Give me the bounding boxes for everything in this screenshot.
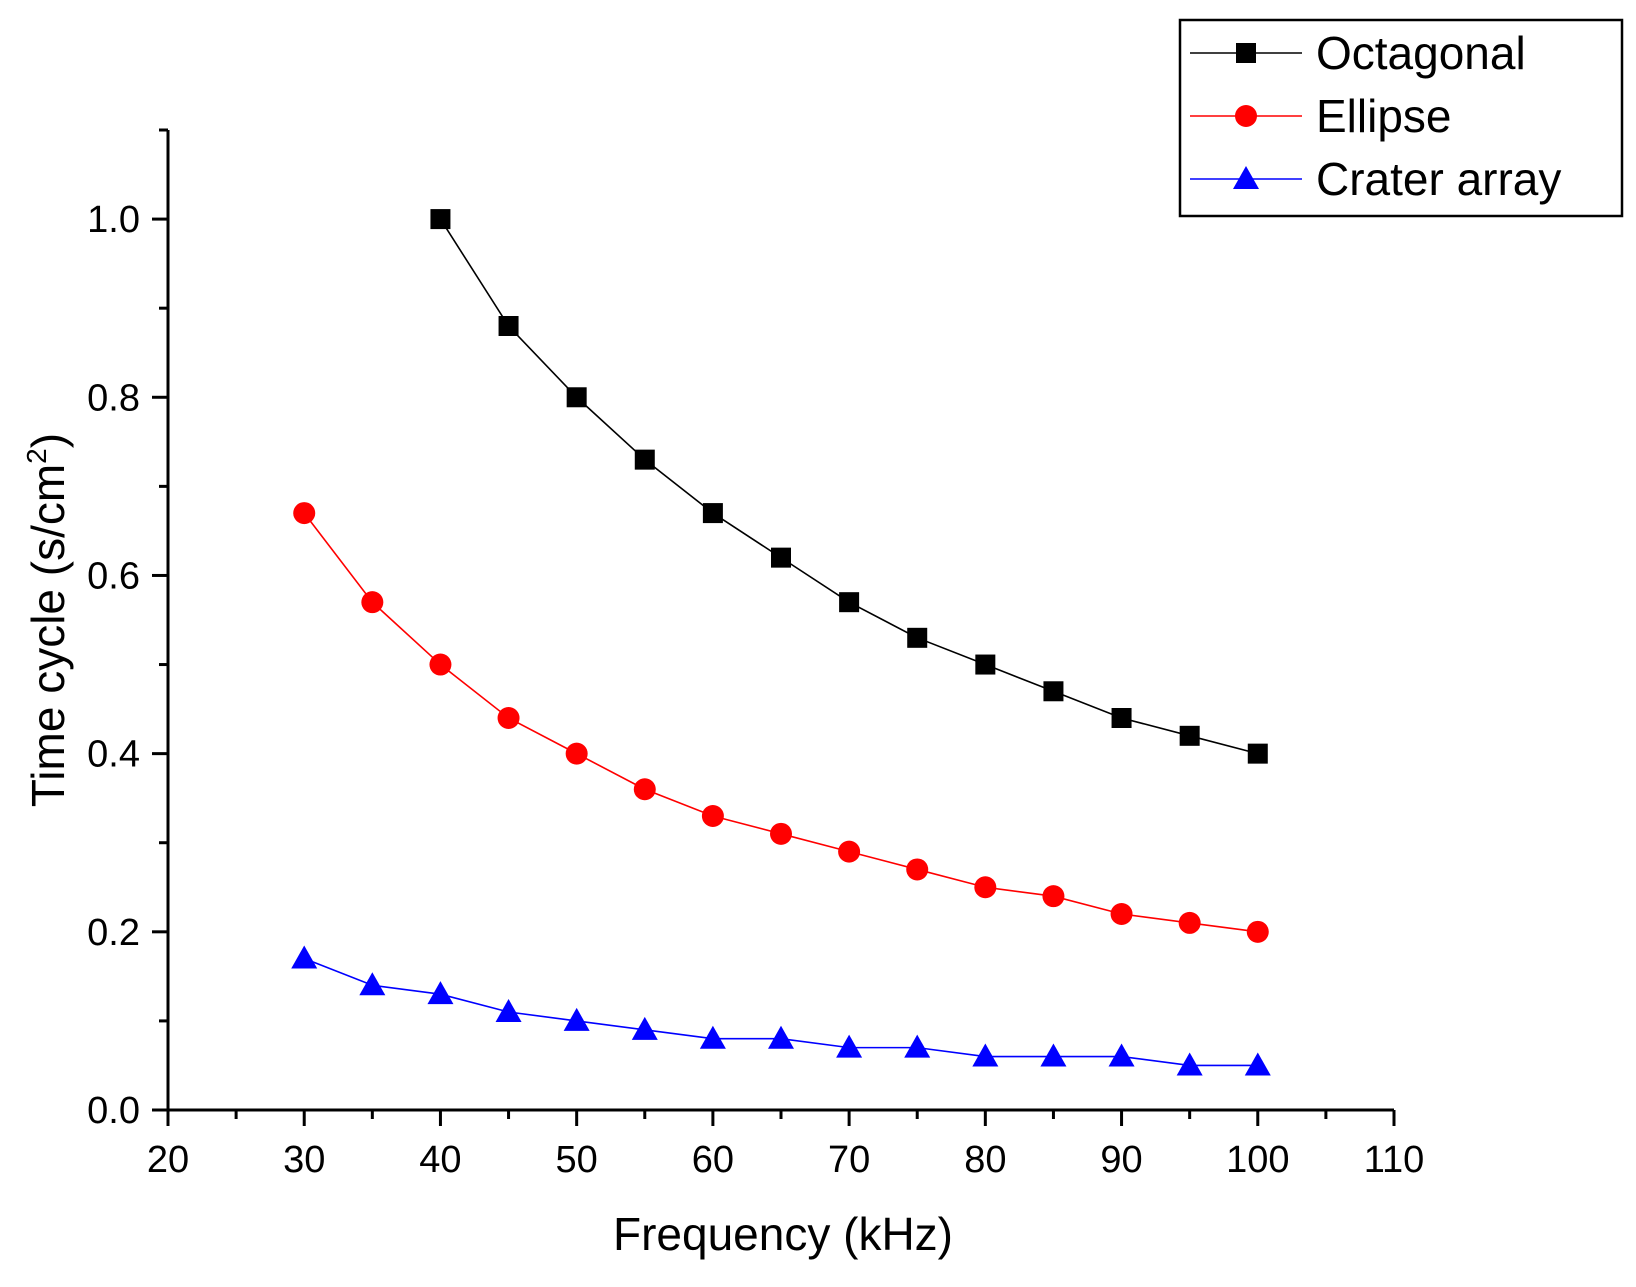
series-layer (291, 209, 1271, 1076)
legend: Octagonal Ellipse Crater array (1178, 18, 1624, 218)
y-tick-label: 0.4 (87, 734, 140, 776)
data-point (634, 449, 655, 470)
series-octagonal (430, 209, 1268, 764)
legend-label: Ellipse (1316, 90, 1452, 142)
series-line (303, 957, 1258, 1067)
x-tick-label: 70 (828, 1139, 870, 1181)
data-point (972, 1043, 999, 1067)
y-axis-title-close: ) (22, 433, 74, 448)
data-point (770, 822, 792, 845)
legend-marker (1236, 43, 1256, 63)
data-point (1176, 1052, 1203, 1076)
data-point (291, 945, 318, 969)
x-tick-label: 50 (556, 1139, 598, 1181)
data-point (498, 316, 519, 336)
legend-label: Octagonal (1316, 27, 1526, 79)
data-point (495, 999, 522, 1022)
data-point (427, 981, 454, 1005)
data-point (1247, 743, 1268, 764)
data-point (974, 876, 997, 899)
data-point (565, 742, 588, 765)
data-point (701, 805, 724, 827)
data-point (631, 1016, 658, 1040)
x-tick-label: 90 (1100, 1139, 1142, 1181)
legend-marker (1235, 105, 1257, 127)
data-point (1042, 885, 1065, 908)
y-tick-label: 1.0 (87, 199, 140, 241)
x-tick-label: 100 (1226, 1139, 1289, 1181)
data-point (904, 1034, 931, 1058)
data-point (497, 707, 520, 729)
x-tick-label: 110 (1364, 1139, 1425, 1181)
x-axis-title: Frequency (kHz) (613, 1208, 953, 1260)
data-point (1043, 681, 1064, 702)
y-tick-label: 0.0 (87, 1090, 140, 1132)
data-point (699, 1025, 726, 1049)
data-point (1244, 1052, 1271, 1076)
y-axis-title: Time cycle (s/cm2) (21, 433, 74, 807)
x-tick-label: 20 (147, 1139, 189, 1181)
data-point (1179, 725, 1200, 746)
data-point (768, 1025, 794, 1049)
data-point (1040, 1043, 1067, 1067)
data-point (907, 627, 928, 648)
data-point (429, 653, 452, 676)
y-tick-label: 0.8 (87, 377, 140, 419)
y-tick-label: 0.6 (87, 555, 140, 597)
y-tick-label: 0.2 (87, 912, 140, 954)
x-tick-label: 30 (283, 1139, 325, 1181)
data-point (771, 547, 791, 568)
y-axis-title-superscript: 2 (21, 448, 52, 464)
data-point (906, 858, 929, 881)
series-ellipse (293, 502, 1269, 943)
data-point (633, 778, 656, 801)
data-point (1110, 903, 1133, 925)
data-point (566, 387, 587, 408)
data-point (1178, 911, 1201, 934)
data-point (1108, 1043, 1135, 1067)
data-point (836, 1034, 863, 1058)
axes: 20 30 40 50 60 70 80 90 100 110 0.0 0.2 0.4 0.6 0.8 1.0 (87, 128, 1425, 1181)
data-point (702, 503, 723, 524)
data-point (838, 840, 861, 863)
data-point (293, 502, 316, 525)
series-crater-array (291, 945, 1271, 1076)
y-axis-title-main: Time cycle (s/cm (22, 464, 74, 807)
data-point (1246, 920, 1269, 943)
x-tick-label: 40 (419, 1139, 461, 1181)
data-point (839, 592, 860, 613)
data-point (975, 654, 996, 675)
data-point (359, 972, 386, 996)
series-line (439, 218, 1258, 755)
data-point (361, 591, 384, 614)
data-point (430, 209, 451, 230)
legend-marker (1233, 166, 1259, 189)
x-tick-label: 80 (964, 1139, 1006, 1181)
legend-label: Crater array (1316, 153, 1561, 205)
data-point (1111, 708, 1132, 728)
x-tick-label: 60 (692, 1139, 734, 1181)
data-point (563, 1007, 590, 1031)
